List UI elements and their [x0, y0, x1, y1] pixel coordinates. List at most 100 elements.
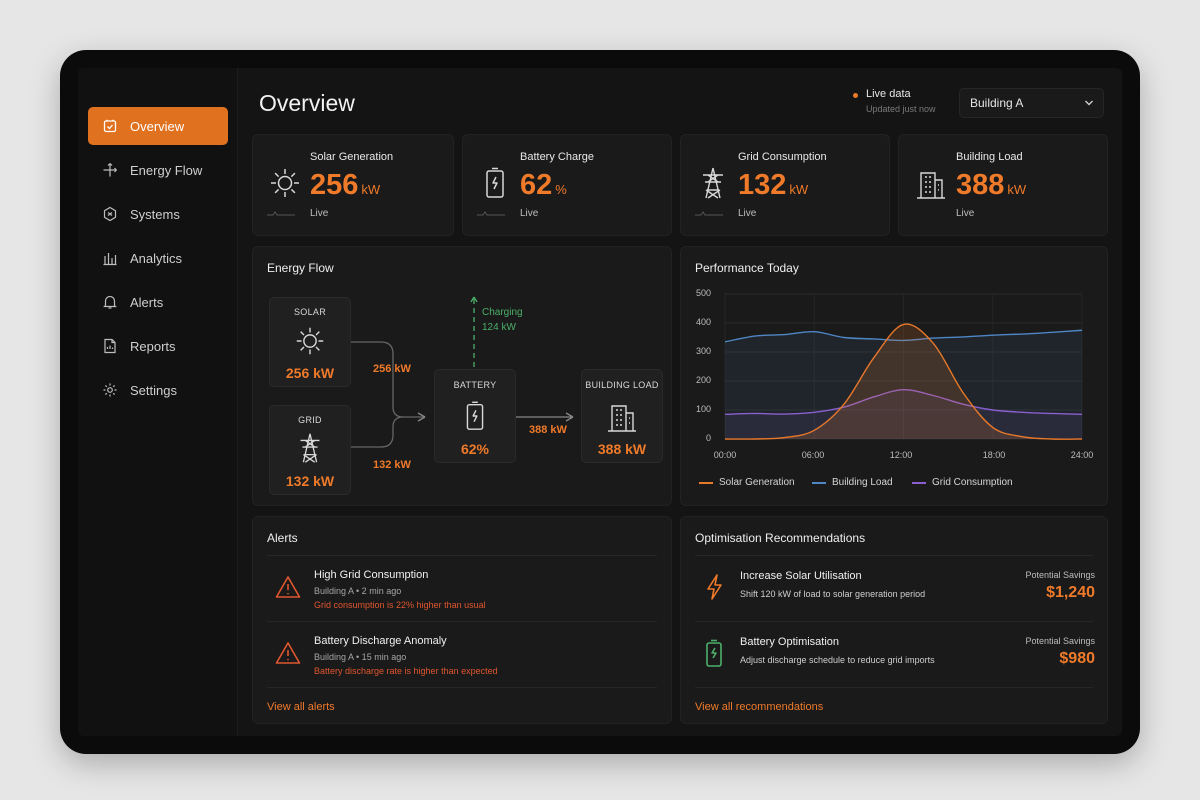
kpi-card-grid[interactable]: Grid Consumption 132 kW Live — [680, 134, 890, 236]
sparkline — [477, 211, 505, 216]
legend-item[interactable]: Grid Consumption — [912, 477, 1013, 488]
series-solar-generation-line — [724, 323, 1083, 440]
kpi-card-battery[interactable]: Battery Charge 62% Live — [462, 134, 672, 236]
node-value: 256 kW — [285, 365, 335, 381]
sidebar: Overview Energy Flow Systems Analytics A… — [78, 68, 238, 736]
battery-green-icon — [706, 639, 722, 667]
sun-icon — [296, 327, 324, 355]
divider — [695, 687, 1093, 688]
alert-title: Battery Discharge Anomaly — [314, 635, 447, 647]
y-tick-label: 400 — [695, 317, 711, 327]
flow-node-solar[interactable]: SOLAR 256 kW — [269, 297, 351, 387]
node-label: BUILDING LOAD — [585, 380, 659, 390]
building-icon — [608, 405, 636, 432]
sidebar-item-energy-flow[interactable]: Energy Flow — [88, 151, 228, 189]
kpi-value: 132 kW — [738, 169, 809, 201]
kpi-card-solar[interactable]: Solar Generation 256 kW Live — [252, 134, 454, 236]
recommendation-item[interactable]: Battery Optimisation Adjust discharge sc… — [695, 623, 1095, 687]
node-value: 132 kW — [285, 473, 335, 489]
kpi-label: Solar Generation — [310, 151, 394, 163]
sidebar-item-alerts[interactable]: Alerts — [88, 283, 228, 321]
flow-node-grid[interactable]: GRID 132 kW — [269, 405, 351, 495]
alert-title: High Grid Consumption — [314, 569, 429, 581]
flow-label-load: 388 kW — [529, 424, 567, 436]
sidebar-item-systems[interactable]: Systems — [88, 195, 228, 233]
sidebar-item-overview[interactable]: Overview — [88, 107, 228, 145]
flow-node-battery[interactable]: BATTERY 62% — [434, 369, 516, 463]
sparkline — [267, 211, 295, 216]
analytics-icon — [103, 253, 117, 266]
divider — [695, 621, 1093, 622]
performance-chart — [724, 293, 1083, 440]
bell-icon — [103, 295, 117, 309]
building-select[interactable]: Building A — [959, 88, 1104, 118]
warning-icon — [275, 576, 301, 598]
sidebar-item-label: Settings — [130, 382, 177, 398]
sidebar-item-reports[interactable]: Reports — [88, 327, 228, 365]
recommendation-item[interactable]: Increase Solar Utilisation Shift 120 kW … — [695, 557, 1095, 621]
kpi-card-building[interactable]: Building Load 388 kW Live — [898, 134, 1108, 236]
live-dot-icon — [853, 93, 858, 98]
sun-icon — [271, 169, 299, 197]
flow-label-solar: 256 kW — [373, 363, 411, 375]
sparkline — [695, 211, 723, 216]
pylon-icon — [300, 433, 320, 463]
sidebar-item-analytics[interactable]: Analytics — [88, 239, 228, 277]
sidebar-item-label: Overview — [130, 118, 185, 134]
recommendation-desc: Shift 120 kW of load to solar generation… — [740, 589, 926, 599]
bolt-icon — [707, 574, 722, 600]
chevron-down-icon — [1085, 100, 1093, 106]
alert-meta: Building A • 2 min ago — [314, 586, 402, 596]
building-select-value: Building A — [970, 96, 1024, 110]
alert-desc: Grid consumption is 22% higher than usua… — [314, 600, 486, 610]
divider — [267, 621, 657, 622]
series-building-load-line — [724, 329, 1083, 343]
building-icon — [917, 172, 945, 199]
y-tick-label: 300 — [695, 346, 711, 356]
performance-card: Performance Today 500 400 300 200 100 0 … — [680, 246, 1108, 506]
card-title: Energy Flow — [267, 261, 334, 275]
divider — [267, 687, 657, 688]
alert-desc: Battery discharge rate is higher than ex… — [314, 666, 498, 676]
flow-node-building[interactable]: BUILDING LOAD 388 kW — [581, 369, 663, 463]
kpi-value: 256 kW — [310, 169, 381, 201]
legend-item[interactable]: Solar Generation — [699, 477, 795, 488]
node-label: SOLAR — [293, 307, 326, 317]
node-label: BATTERY — [453, 380, 497, 390]
legend-item[interactable]: Building Load — [812, 477, 893, 488]
device-frame: Overview Energy Flow Systems Analytics A… — [60, 50, 1140, 754]
kpi-value: 62% — [520, 169, 567, 201]
recommendations-card: Optimisation Recommendations Increase So… — [680, 516, 1108, 724]
live-label: Live data — [866, 88, 911, 100]
alert-item[interactable]: High Grid Consumption Building A • 2 min… — [267, 557, 659, 621]
kpi-value: 388 kW — [956, 169, 1027, 201]
view-all-recommendations-link[interactable]: View all recommendations — [695, 701, 824, 713]
series-solar-generation-area — [725, 324, 1082, 440]
kpi-status: Live — [520, 208, 539, 219]
kpi-status: Live — [956, 208, 975, 219]
series-grid-consumption-line — [724, 388, 1083, 416]
sidebar-item-label: Energy Flow — [130, 162, 203, 178]
systems-icon — [103, 206, 117, 222]
alert-item[interactable]: Battery Discharge Anomaly Building A • 1… — [267, 623, 659, 687]
x-tick-label: 00:00 — [713, 450, 737, 460]
card-title: Alerts — [267, 531, 298, 545]
page-title: Overview — [259, 90, 355, 116]
sidebar-item-settings[interactable]: Settings — [88, 371, 228, 409]
recommendation-title: Battery Optimisation — [740, 636, 840, 648]
card-title: Performance Today — [695, 261, 799, 275]
recommendation-desc: Adjust discharge schedule to reduce grid… — [740, 655, 935, 665]
live-updated: Updated just now — [866, 104, 936, 114]
savings-value: $980 — [1059, 650, 1095, 667]
x-tick-label: 12:00 — [889, 450, 913, 460]
x-tick-label: 18:00 — [982, 450, 1006, 460]
sidebar-item-label: Analytics — [130, 250, 183, 266]
sidebar-item-label: Reports — [130, 338, 176, 354]
node-value: 388 kW — [597, 441, 647, 457]
view-all-alerts-link[interactable]: View all alerts — [267, 701, 335, 713]
warning-icon — [275, 642, 301, 664]
flow-label-grid: 132 kW — [373, 459, 411, 471]
kpi-label: Grid Consumption — [738, 151, 827, 163]
pylon-icon — [703, 167, 723, 199]
battery-icon — [466, 401, 484, 430]
